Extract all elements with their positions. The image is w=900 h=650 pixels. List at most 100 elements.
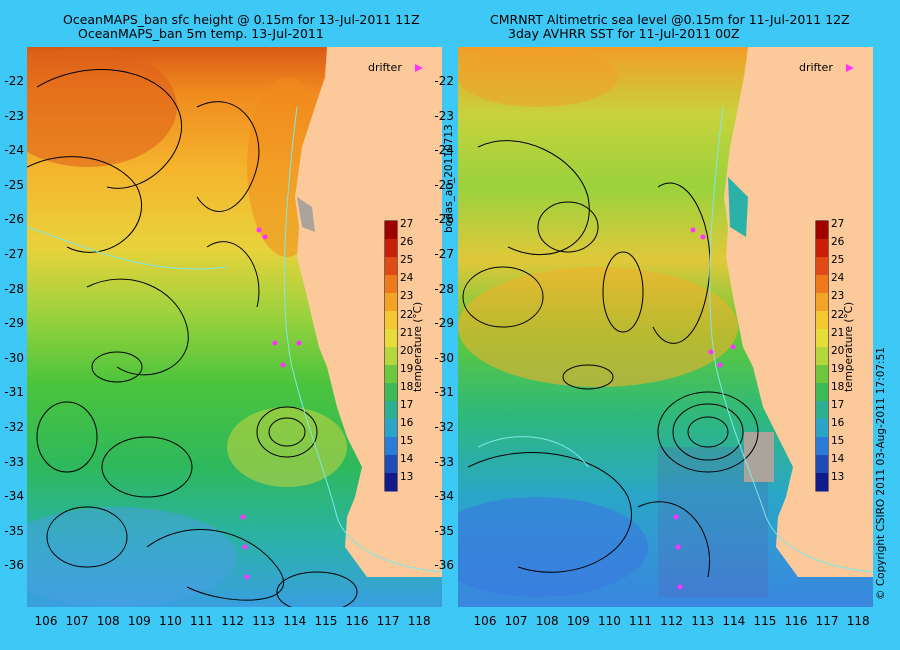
colorbar-swatch <box>816 401 828 420</box>
colorbar-swatch <box>385 347 397 366</box>
colorbar-tick-label: 13 <box>831 471 845 484</box>
colorbar-swatch <box>816 383 828 402</box>
latitude-label: -29 <box>434 316 454 331</box>
longitude-label: 112 <box>221 614 245 628</box>
right-land <box>724 47 873 577</box>
colorbar-tick-label: 17 <box>831 399 845 411</box>
colorbar-tick-label: 27 <box>400 218 414 230</box>
colorbar-tick-label: 22 <box>400 308 414 321</box>
colorbar-swatch <box>385 365 397 384</box>
bathymetry-line <box>477 436 589 468</box>
colorbar-swatch <box>385 419 397 438</box>
colorbar-tick-label: 18 <box>400 380 414 393</box>
colorbar-tick-label: 13 <box>400 471 414 484</box>
latitude-label: -29 <box>4 316 24 331</box>
colorbar-swatch <box>385 329 397 348</box>
colorbar-swatch <box>385 383 397 402</box>
colorbar-tick-label: 21 <box>400 326 414 339</box>
longitude-label: 109 <box>566 614 590 628</box>
latitude-label: -31 <box>434 385 454 400</box>
longitude-label: 111 <box>190 614 213 628</box>
latitude-label: -33 <box>434 454 454 469</box>
drifter-marker <box>730 344 736 350</box>
colorbar-swatch <box>816 293 828 312</box>
colorbar-tick-label: 14 <box>831 453 845 466</box>
colorbar-swatch <box>816 239 828 258</box>
longitude-label: 116 <box>784 614 808 628</box>
longitude-label: 109 <box>127 614 151 628</box>
colorbar-swatch <box>816 275 828 294</box>
colorbar-tick-label: 16 <box>400 417 414 430</box>
colorbar-swatch <box>385 473 397 492</box>
warm-patch <box>458 267 738 387</box>
latitude-label: -24 <box>434 143 454 158</box>
longitude-label: 113 <box>252 614 276 628</box>
longitude-label: 106 <box>34 614 58 628</box>
latitude-label: -30 <box>434 350 454 365</box>
cloud-mask-grey <box>744 432 774 482</box>
drifter-marker <box>677 584 683 590</box>
longitude-label: 107 <box>504 614 528 628</box>
colorbar-tick-label: 26 <box>831 236 845 249</box>
latitude-label: -35 <box>4 523 24 538</box>
warm-patch <box>27 47 177 167</box>
longitude-label: 112 <box>660 614 684 628</box>
drifter-marker <box>242 544 248 550</box>
drifter-marker <box>272 340 278 346</box>
contour <box>276 571 358 607</box>
contour <box>687 416 729 448</box>
colorbar-swatch <box>385 455 397 474</box>
right-gulf <box>728 177 748 237</box>
colorbar-swatch <box>385 257 397 276</box>
colorbar-tick-label: 17 <box>400 399 414 411</box>
longitude-label: 113 <box>691 614 715 628</box>
right-colorbar-unit: temperature (°C) <box>843 301 855 392</box>
contour <box>657 391 759 473</box>
contour <box>602 251 644 333</box>
colorbar-tick-label: 20 <box>831 344 845 357</box>
latitude-label: -28 <box>4 281 24 296</box>
drifter-marker <box>256 227 262 233</box>
drifter-marker <box>244 574 250 580</box>
colorbar-tick-label: 20 <box>400 344 414 357</box>
latitude-label: -27 <box>434 247 454 261</box>
warm-eddy <box>227 407 347 487</box>
contour <box>637 501 710 578</box>
latitude-label: -23 <box>4 108 24 123</box>
colorbar-tick-label: 19 <box>831 362 845 375</box>
longitude-label: 107 <box>65 614 89 628</box>
warm-patch <box>458 47 618 107</box>
contour <box>537 201 599 253</box>
latitude-label: -28 <box>434 281 454 296</box>
left-land <box>295 47 442 577</box>
longitude-label: 106 <box>473 614 497 628</box>
contour <box>206 241 260 308</box>
latitude-label: -34 <box>4 489 24 504</box>
longitude-label: 118 <box>407 614 431 628</box>
latitude-label: -31 <box>4 385 24 400</box>
drifter-marker <box>717 362 723 368</box>
drifter-marker <box>296 340 302 346</box>
longitude-label: 111 <box>629 614 652 628</box>
latitude-label: -24 <box>4 143 24 158</box>
colorbar-tick-label: 23 <box>400 290 414 303</box>
contour <box>146 529 285 601</box>
left-colorbar-unit: temperature (°C) <box>412 301 424 392</box>
left-sst-map <box>27 47 442 607</box>
longitude-label: 114 <box>283 614 307 628</box>
latitude-label: -25 <box>4 177 24 192</box>
drifter-legend-icon <box>846 64 854 72</box>
contour <box>86 278 189 376</box>
left-gulf <box>297 197 315 232</box>
contour <box>256 406 318 458</box>
contour <box>101 436 193 498</box>
contour <box>268 417 306 447</box>
latitude-label: -36 <box>434 558 454 573</box>
colorbar-swatch <box>385 239 397 258</box>
contour <box>462 266 544 328</box>
right-sst-map <box>458 47 873 607</box>
drifter-marker <box>690 227 696 233</box>
colorbar-tick-label: 24 <box>831 272 845 285</box>
colorbar-tick-label: 19 <box>400 362 414 375</box>
colorbar-swatch <box>816 329 828 348</box>
